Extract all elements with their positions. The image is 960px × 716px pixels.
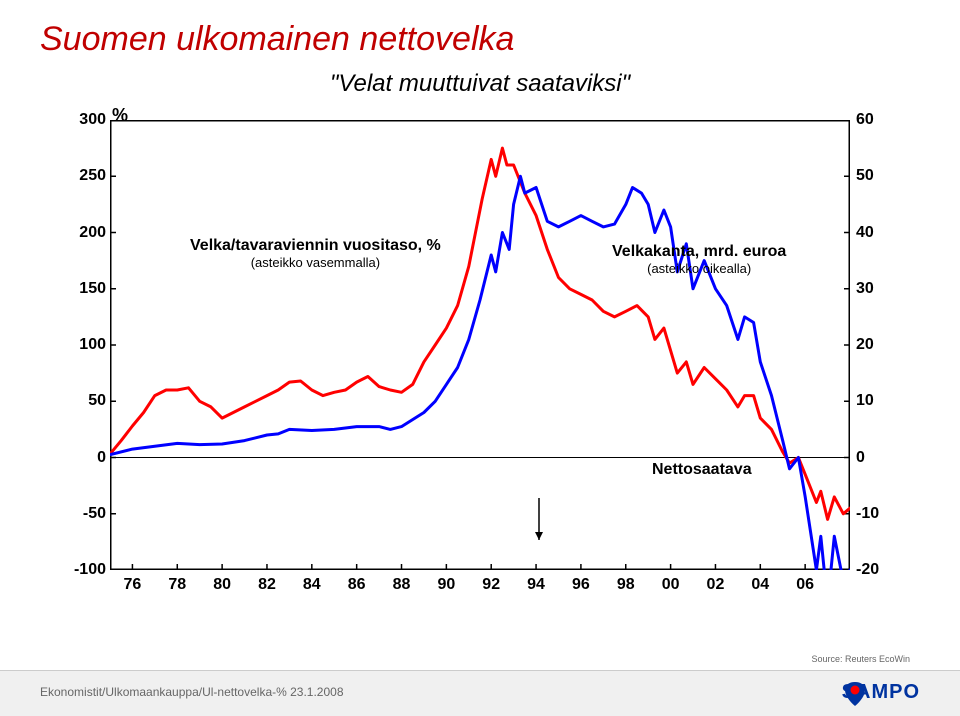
y-right-tick-label: 20 [856, 336, 892, 354]
x-tick-label: 02 [700, 576, 730, 594]
page-title: Suomen ulkomainen nettovelka [40, 20, 514, 59]
y-left-tick-label: 200 [70, 224, 106, 242]
x-tick-label: 92 [476, 576, 506, 594]
x-tick-label: 80 [207, 576, 237, 594]
logo-icon [842, 681, 868, 707]
y-right-tick-label: -20 [856, 561, 892, 579]
x-tick-label: 00 [656, 576, 686, 594]
x-tick-label: 04 [745, 576, 775, 594]
right-series-title: Velkakanta, mrd. euroa [612, 243, 786, 260]
y-right-tick-label: 60 [856, 111, 892, 129]
left-series-sub: (asteikko vasemmalla) [190, 255, 441, 271]
right-series-sub: (asteikko oikealla) [612, 261, 786, 277]
x-tick-label: 88 [387, 576, 417, 594]
plot-svg [110, 120, 850, 570]
x-tick-label: 84 [297, 576, 327, 594]
y-left-tick-label: 0 [70, 449, 106, 467]
x-tick-label: 96 [566, 576, 596, 594]
y-right-tick-label: 50 [856, 167, 892, 185]
x-tick-label: 82 [252, 576, 282, 594]
x-tick-label: 06 [790, 576, 820, 594]
chart-container: % Velka/tavaraviennin vuositaso, % (aste… [70, 120, 890, 610]
x-tick-label: 76 [117, 576, 147, 594]
source-text: Source: Reuters EcoWin [811, 654, 910, 664]
y-left-tick-label: 50 [70, 392, 106, 410]
x-tick-label: 86 [342, 576, 372, 594]
page-subtitle: "Velat muuttuivat saataviksi" [330, 70, 630, 98]
y-left-tick-label: 250 [70, 167, 106, 185]
x-tick-label: 98 [611, 576, 641, 594]
nettosaatava-text: Nettosaatava [652, 461, 752, 478]
y-left-tick-label: -100 [70, 561, 106, 579]
footer: Ekonomistit/Ulkomaankauppa/Ul-nettovelka… [0, 670, 960, 716]
right-series-annotation: Velkakanta, mrd. euroa (asteikko oikeall… [612, 242, 786, 277]
x-tick-label: 78 [162, 576, 192, 594]
y-left-tick-label: 150 [70, 280, 106, 298]
left-series-annotation: Velka/tavaraviennin vuositaso, % (asteik… [190, 236, 441, 271]
y-left-tick-label: -50 [70, 505, 106, 523]
x-tick-label: 90 [431, 576, 461, 594]
y-left-tick-label: 100 [70, 336, 106, 354]
plot-area: Velka/tavaraviennin vuositaso, % (asteik… [110, 120, 850, 570]
left-series-title: Velka/tavaraviennin vuositaso, % [190, 237, 441, 254]
y-right-tick-label: 10 [856, 392, 892, 410]
footer-text: Ekonomistit/Ulkomaankauppa/Ul-nettovelka… [40, 685, 344, 699]
page-root: Suomen ulkomainen nettovelka "Velat muut… [0, 0, 960, 716]
x-tick-label: 94 [521, 576, 551, 594]
y-right-tick-label: 30 [856, 280, 892, 298]
y-left-tick-label: 300 [70, 111, 106, 129]
nettosaatava-annotation: Nettosaatava [652, 460, 752, 479]
y-right-tick-label: 0 [856, 449, 892, 467]
y-right-tick-label: -10 [856, 505, 892, 523]
logo: SAMPO [842, 681, 920, 704]
y-right-tick-label: 40 [856, 224, 892, 242]
